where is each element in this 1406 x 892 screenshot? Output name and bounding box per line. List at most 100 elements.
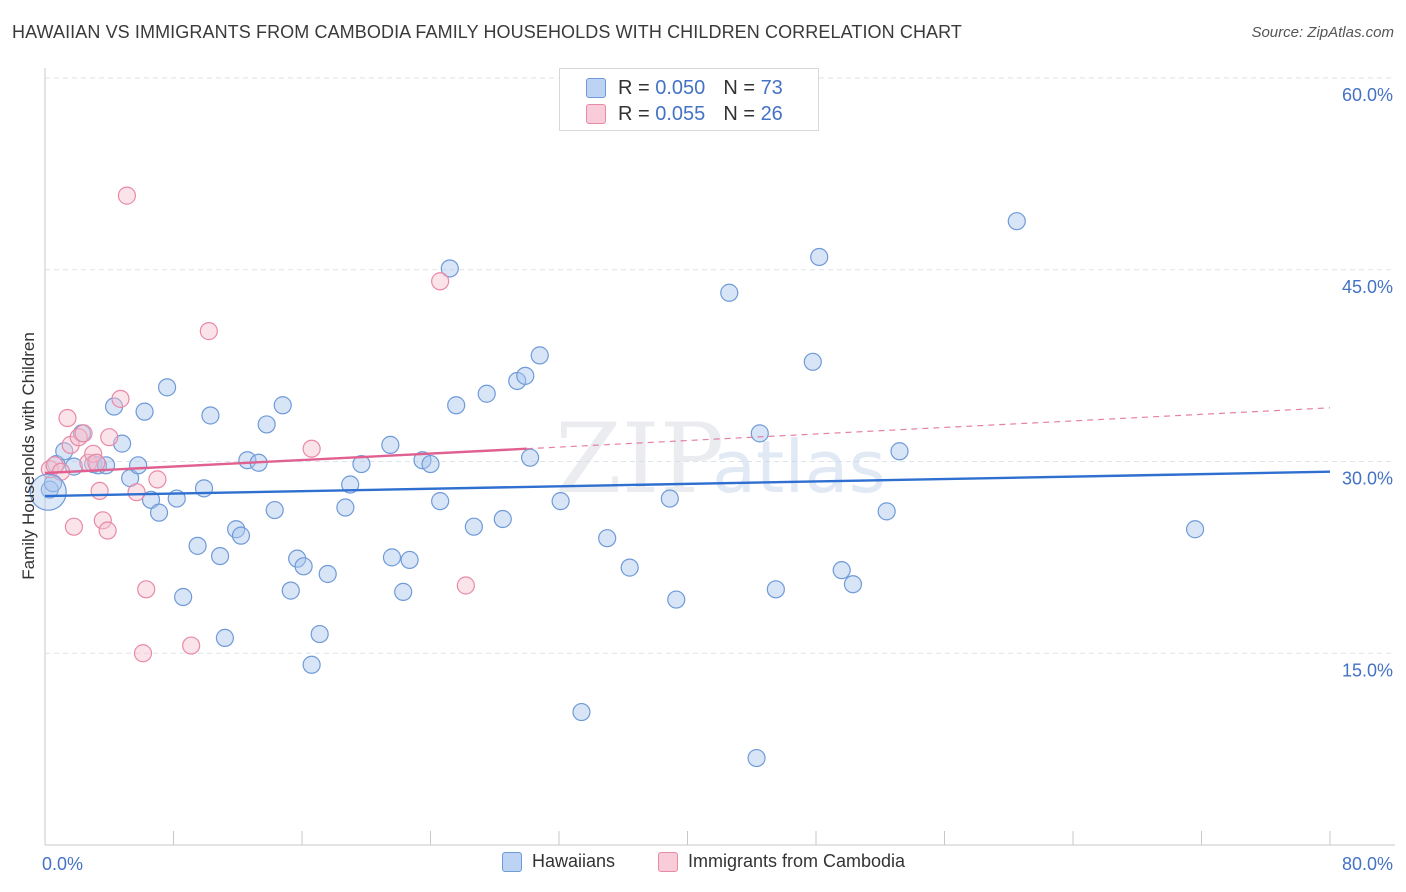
hawaiian-point <box>129 456 148 475</box>
cambodia-point <box>302 439 321 458</box>
cambodia-point <box>87 453 106 472</box>
hawaiian-point <box>493 509 512 529</box>
cambodia-point <box>199 322 218 341</box>
cambodia-point <box>100 428 119 447</box>
grid-lines <box>45 77 1395 654</box>
cambodia-point <box>456 576 475 595</box>
hawaiian-point <box>265 500 284 520</box>
hawaiian-point <box>1007 212 1026 231</box>
cambodia-point <box>90 481 109 501</box>
y-tick-label: 60.0% <box>1342 85 1393 105</box>
cambodia-point <box>64 517 84 536</box>
trend-lines <box>44 407 1331 498</box>
hawaiian-point <box>294 557 313 576</box>
hawaiian-point <box>667 590 686 609</box>
cambodia-point <box>148 470 167 489</box>
hawaiian-point <box>29 473 67 511</box>
hawaiian-point <box>381 435 400 454</box>
watermark-atlas: atlas <box>712 425 886 509</box>
cambodia-point <box>133 644 153 663</box>
legend-row-hawaiians: R = 0.050 N = 73 <box>586 76 783 100</box>
y-tick-label: 30.0% <box>1342 469 1393 489</box>
cambodia-point <box>74 424 93 443</box>
hawaiian-point <box>394 582 413 601</box>
hawaiian-point <box>238 451 257 470</box>
cambodia-point <box>93 511 112 530</box>
hawaiian-point <box>352 454 371 474</box>
axes <box>44 68 1395 846</box>
hawaiian-point <box>440 259 459 278</box>
cambodia-point <box>137 580 156 599</box>
cambodia-point <box>182 636 201 655</box>
cambodia-trend-line <box>44 447 527 475</box>
legend-item-cambodia: Immigrants from Cambodia <box>658 851 905 872</box>
hawaiian-point <box>174 587 193 607</box>
hawaiian-point <box>750 424 769 443</box>
hawaiian-point <box>281 581 300 600</box>
chart-title: HAWAIIAN VS IMMIGRANTS FROM CAMBODIA FAM… <box>12 22 963 42</box>
hawaiian-point <box>231 526 251 545</box>
hawaiian-point <box>421 454 440 474</box>
legend-swatch-blue <box>502 851 522 872</box>
n-label: N = <box>723 76 755 99</box>
hawaiian-point <box>1185 520 1205 539</box>
n-label: N = <box>723 102 755 125</box>
hawaiian-point <box>766 580 785 599</box>
legend-swatch-pink <box>658 851 678 872</box>
hawaiian-point <box>660 489 679 508</box>
hawaiian-point <box>210 546 230 566</box>
hawaiian-point <box>477 384 496 403</box>
n-value: 73 <box>760 76 783 99</box>
hawaiian-point <box>149 503 169 522</box>
r-value: 0.055 <box>655 102 706 125</box>
hawaiian-point <box>188 536 207 555</box>
hawaiian-point <box>318 564 337 584</box>
hawaiian-point <box>273 396 292 415</box>
y-axis-label: Family Households with Children <box>19 332 38 580</box>
r-label: R = <box>618 102 650 125</box>
hawaiian-point <box>201 406 220 425</box>
hawaiian-point <box>447 396 466 415</box>
legend-label: Hawaiians <box>532 851 616 871</box>
legend-swatch-pink <box>586 104 606 124</box>
hawaiian-point <box>464 517 483 536</box>
cambodia-point <box>111 389 130 408</box>
watermark-zip: ZIP <box>555 403 724 515</box>
hawaiian-point <box>215 628 234 648</box>
hawaiian-point <box>747 748 766 768</box>
x-tick-label: 0.0% <box>42 854 83 874</box>
n-value: 26 <box>760 102 783 125</box>
x-tick-label: 80.0% <box>1342 854 1393 874</box>
cambodia-point <box>98 521 117 540</box>
hawaiian-point <box>843 575 863 594</box>
hawaiian-point <box>551 492 570 511</box>
cambodia-point <box>58 408 77 428</box>
hawaiian-point <box>310 624 329 644</box>
legend-swatch-blue <box>586 78 606 98</box>
hawaiian-point <box>832 561 851 580</box>
hawaiian-point <box>810 247 829 267</box>
hawaiian-point <box>803 352 822 371</box>
cambodia-trend-extension <box>526 407 1331 450</box>
hawaiian-point <box>520 448 540 467</box>
r-label: R = <box>618 76 650 99</box>
stats-legend: R = 0.050 N = 73 R = 0.055 N = 26 <box>559 68 819 131</box>
hawaiian-point <box>620 558 639 577</box>
hawaiian-point <box>516 366 535 385</box>
hawaiian-point <box>341 475 360 494</box>
hawaiian-point <box>598 529 617 548</box>
y-tick-label: 15.0% <box>1342 660 1393 680</box>
hawaiian-trend-line <box>44 470 1331 498</box>
hawaiian-point <box>530 346 549 365</box>
hawaiian-point <box>336 498 355 517</box>
legend-row-cambodia: R = 0.055 N = 26 <box>586 102 783 126</box>
hawaiian-point <box>400 550 419 570</box>
hawaiian-point <box>141 490 161 509</box>
cambodia-point <box>117 186 137 205</box>
source-credit: Source: ZipAtlas.com <box>1251 24 1394 41</box>
hawaiian-point <box>877 502 896 521</box>
legend-label: Immigrants from Cambodia <box>688 851 906 871</box>
hawaiian-point <box>302 655 321 674</box>
tick-labels: 15.0% 30.0% 45.0% 60.0% 0.0% 80.0% <box>42 85 1393 874</box>
